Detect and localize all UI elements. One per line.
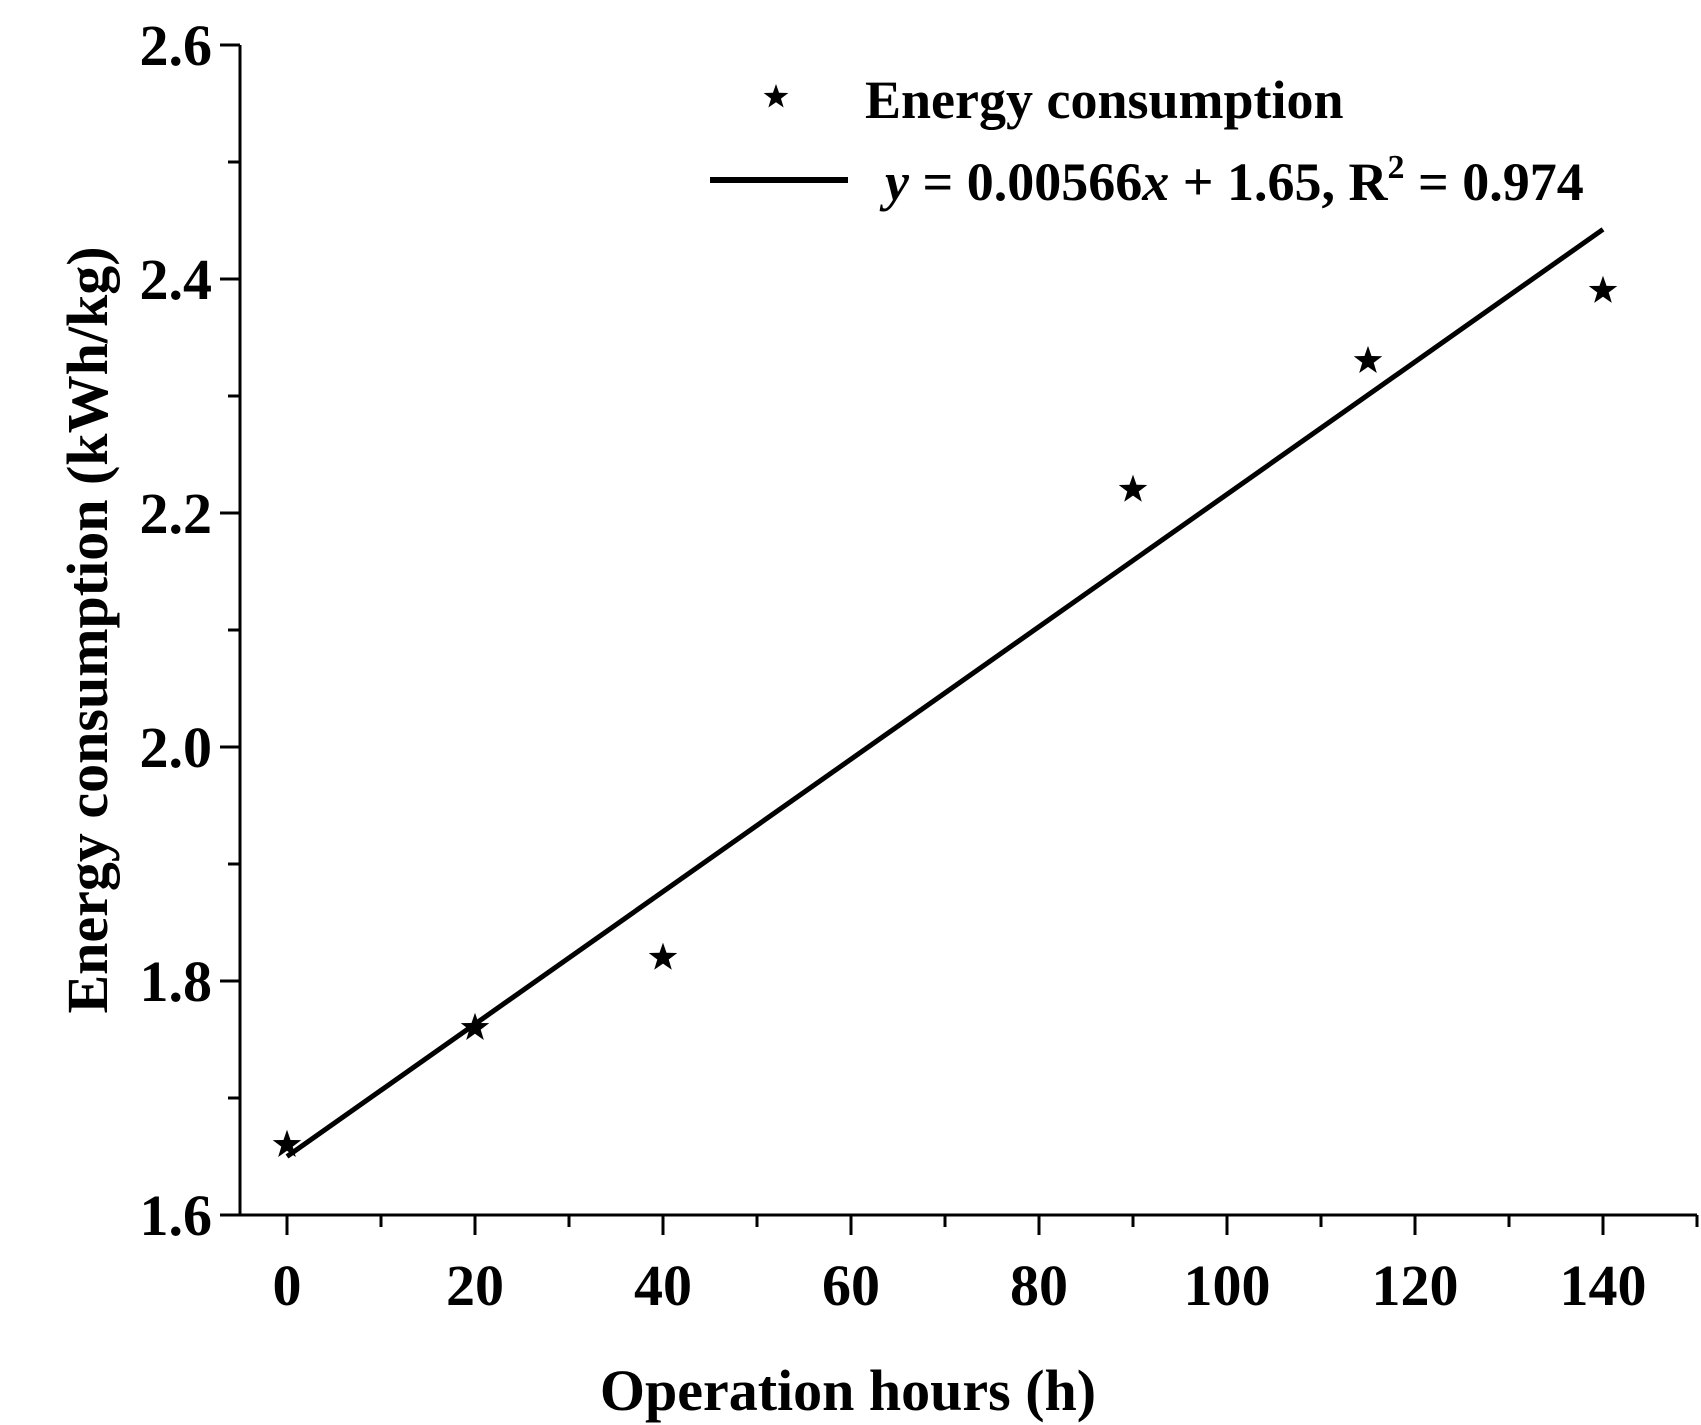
legend: Energy consumption y = 0.00566x + 1.65, … [710,70,1584,212]
plot-frame [238,45,1697,1217]
x-tick-label: 80 [1010,1253,1068,1318]
x-tick-label: 100 [1184,1253,1271,1318]
y-tick-label: 2.2 [140,481,213,546]
data-point-star [1118,474,1148,502]
y-tick-label: 2.4 [140,247,213,312]
x-axis-title: Operation hours (h) [600,1358,1096,1423]
x-tick-label: 20 [446,1253,504,1318]
x-tick-label: 40 [634,1253,692,1318]
data-point-star [1353,345,1383,374]
x-tick-label: 60 [822,1253,880,1318]
x-tick-label: 140 [1560,1253,1647,1318]
fit-line-group [285,227,1605,1159]
x-tick-label: 120 [1372,1253,1459,1318]
fit-line [285,227,1605,1159]
y-axis-title: Energy consumption (kWh/kg) [55,246,120,1013]
legend-scatter-label: Energy consumption [865,70,1344,130]
data-point-star [1588,275,1618,303]
data-point-star [272,1129,302,1157]
legend-star-marker [763,84,789,108]
data-points [272,275,1618,1157]
legend-fit-label: y = 0.00566x + 1.65, R2 = 0.974 [879,149,1584,212]
y-tick-label: 1.8 [140,949,213,1014]
data-point-star [648,942,678,970]
y-tick-label: 1.6 [140,1183,213,1248]
x-tick-label: 0 [273,1253,302,1318]
x-axis-ticks: 0 20 40 60 80 100 120 140 [273,1215,1699,1318]
y-axis-ticks: 1.6 1.8 2.0 2.2 2.4 2.6 [140,13,240,1248]
y-tick-label: 2.6 [140,13,213,78]
y-tick-label: 2.0 [140,715,213,780]
data-point-star [460,1012,490,1040]
